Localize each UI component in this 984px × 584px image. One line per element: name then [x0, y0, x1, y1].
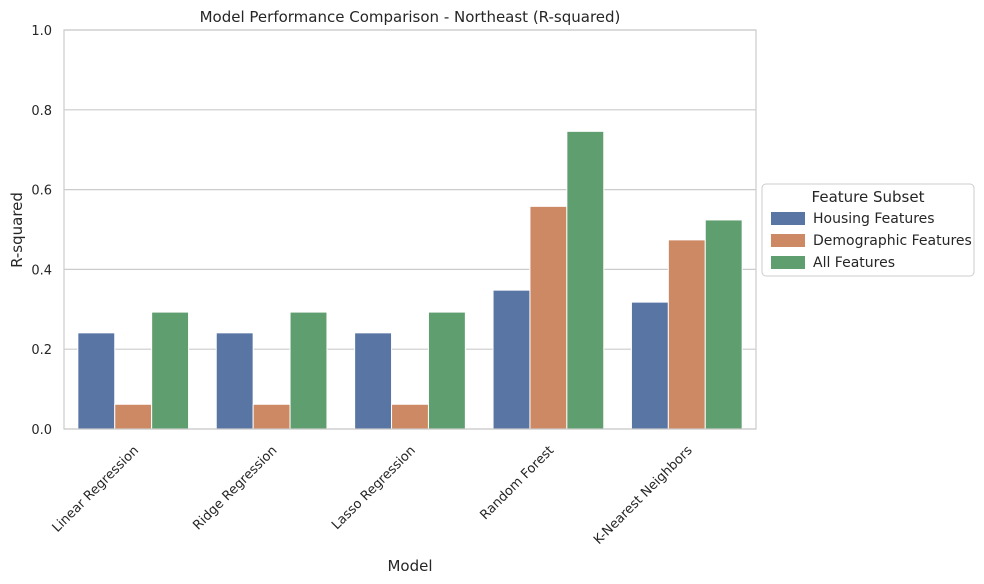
- bar: [252, 403, 291, 430]
- bar: [215, 332, 254, 430]
- bar: [354, 332, 393, 430]
- bar: [566, 130, 605, 430]
- x-tick-label: Ridge Regression: [190, 443, 280, 533]
- legend-items: Housing Features Demographic Features All …: [771, 211, 972, 271]
- bar: [630, 301, 669, 430]
- bar: [427, 311, 466, 430]
- bar: [289, 311, 328, 430]
- x-tick-label: Linear Regression: [50, 443, 142, 535]
- bar: [391, 403, 429, 430]
- y-tick-label: 1.0: [31, 24, 52, 39]
- legend-label: Demographic Features: [813, 233, 972, 249]
- legend-label: Housing Features: [813, 211, 935, 227]
- x-tick-labels: Linear Regression Ridge Regression Lasso R…: [50, 443, 696, 548]
- x-axis-label: Model: [387, 557, 432, 575]
- y-tick-labels: 0.0 0.2 0.4 0.6 0.8 1.0: [31, 24, 52, 438]
- y-tick-label: 0.2: [31, 343, 52, 358]
- legend-swatch: [771, 256, 805, 269]
- x-tick-label: K-Nearest Neighbors: [591, 443, 696, 548]
- bar: [114, 403, 153, 430]
- y-axis-label: R-squared: [8, 192, 26, 268]
- y-tick-label: 0.0: [31, 423, 52, 438]
- chart-title: Model Performance Comparison - Northeast…: [200, 8, 621, 26]
- bar: [529, 205, 568, 430]
- bar: [667, 239, 706, 430]
- bars: [77, 130, 743, 430]
- y-tick-label: 0.6: [31, 184, 52, 199]
- y-tick-label: 0.4: [31, 263, 52, 278]
- bar: [492, 289, 531, 430]
- x-tick-label: Random Forest: [477, 443, 557, 523]
- legend-swatch: [771, 212, 805, 225]
- bar: [77, 332, 116, 430]
- bar: [704, 219, 743, 430]
- bar: [151, 311, 190, 430]
- x-tick-label: Lasso Regression: [329, 443, 419, 533]
- legend-title: Feature Subset: [812, 188, 925, 206]
- legend: Feature Subset Housing Features Demograph…: [761, 183, 975, 277]
- plot-frame: [63, 29, 757, 430]
- legend-frame: [761, 183, 975, 277]
- legend-label: All Features: [813, 255, 895, 271]
- y-tick-label: 0.8: [31, 104, 52, 119]
- legend-swatch: [771, 234, 805, 247]
